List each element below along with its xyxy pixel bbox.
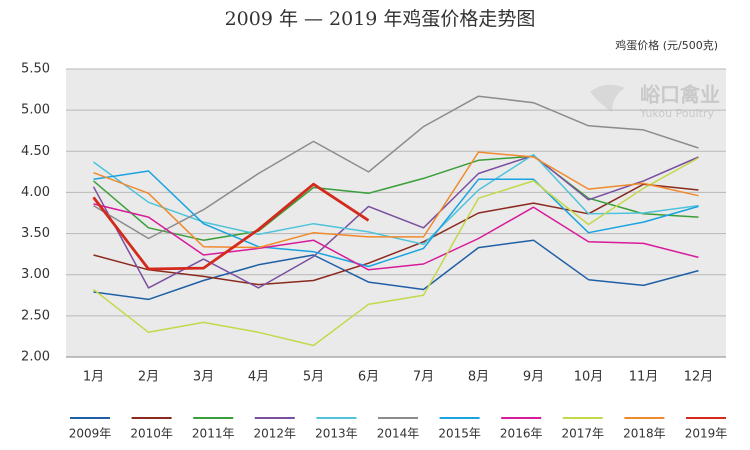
x-tick-label: 2月 xyxy=(138,370,159,385)
series-line xyxy=(93,203,699,271)
x-tick-label: 6月 xyxy=(358,370,379,385)
legend-label: 2015年 xyxy=(438,427,481,441)
legend-label: 2017年 xyxy=(562,427,605,441)
legend-label: 2014年 xyxy=(377,427,420,441)
legend-label: 2012年 xyxy=(254,427,297,441)
series-line xyxy=(93,239,699,301)
legend-label: 2016年 xyxy=(500,427,543,441)
y-tick-label: 2.00 xyxy=(21,350,50,365)
watermark-text: 峪口禽业 xyxy=(640,83,720,107)
watermark-logo xyxy=(590,84,625,112)
x-tick-label: 5月 xyxy=(303,370,324,385)
series-line xyxy=(93,153,699,246)
legend-label: 2010年 xyxy=(130,427,173,441)
legend-label: 2018年 xyxy=(623,427,666,441)
x-tick-label: 8月 xyxy=(468,370,489,385)
y-tick-label: 4.00 xyxy=(21,185,50,200)
y-tick-label: 5.00 xyxy=(21,103,50,118)
series-line xyxy=(93,157,699,347)
y-tick-label: 5.50 xyxy=(21,62,50,77)
series-line xyxy=(93,151,699,249)
y-tick-label: 3.00 xyxy=(21,267,50,282)
legend-label: 2009年 xyxy=(69,427,112,441)
x-tick-label: 7月 xyxy=(413,370,434,385)
x-tick-label: 11月 xyxy=(629,370,659,385)
x-tick-label: 4月 xyxy=(248,370,269,385)
legend-label: 2011年 xyxy=(192,427,235,441)
legend-label: 2013年 xyxy=(315,427,358,441)
watermark-text-en: Yukou Poultry xyxy=(639,107,714,120)
x-tick-label: 1月 xyxy=(83,370,104,385)
series-line xyxy=(92,154,699,289)
series-line xyxy=(93,183,699,286)
x-tick-label: 3月 xyxy=(193,370,214,385)
y-tick-label: 4.50 xyxy=(21,144,50,159)
chart-title: 2009 年 — 2019 年鸡蛋价格走势图 xyxy=(225,8,536,30)
x-tick-label: 9月 xyxy=(523,370,544,385)
x-tick-label: 12月 xyxy=(684,370,714,385)
series-line xyxy=(92,182,370,271)
series-line xyxy=(93,170,699,268)
y-tick-label: 3.50 xyxy=(21,226,50,241)
watermark: 峪口禽业 Yukou Poultry xyxy=(590,83,720,120)
y-axis-label: 鸡蛋价格 (元/500克) xyxy=(615,38,718,52)
y-tick-label: 2.50 xyxy=(21,308,50,323)
legend-label: 2019年 xyxy=(685,427,728,441)
x-tick-label: 10月 xyxy=(574,370,604,385)
